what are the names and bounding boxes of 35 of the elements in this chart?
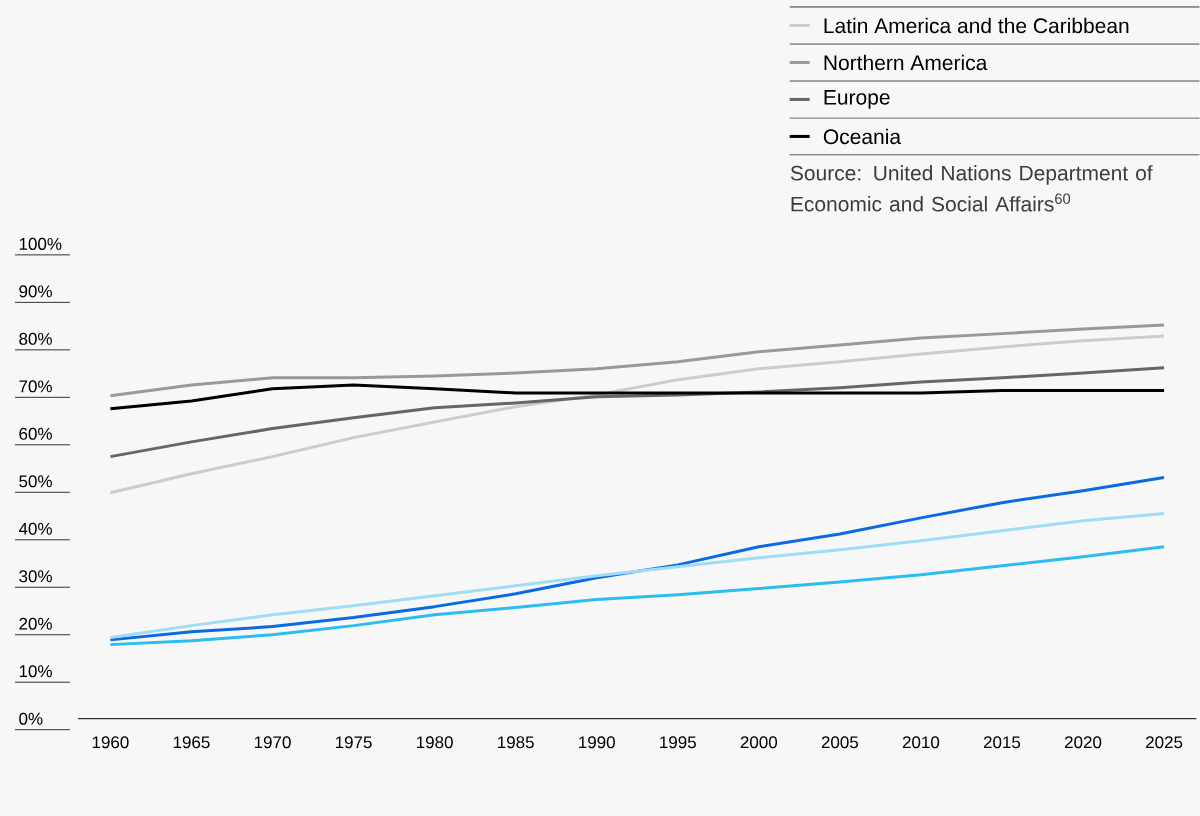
x-tick-label: 2020	[1064, 736, 1102, 749]
x-tick-label: 1995	[660, 736, 696, 749]
x-tick-label: 1960	[92, 736, 129, 749]
x-tick-label: 2010	[902, 736, 940, 749]
y-tick-label: 70%	[19, 380, 52, 393]
x-tick-label: 1980	[417, 736, 453, 749]
x-tick-label: 1975	[335, 736, 372, 749]
y-tick-label: 20%	[19, 617, 52, 630]
legend-label: Latin America and the Caribbean	[824, 17, 1129, 34]
line-series	[108, 476, 1166, 642]
line-series	[108, 323, 1166, 398]
line-series	[108, 545, 1166, 647]
y-tick-label: 0%	[19, 712, 43, 725]
y-tick-label: 40%	[18, 522, 52, 535]
y-tick-label: 60%	[19, 427, 52, 441]
x-tick-label: 2015	[983, 736, 1021, 749]
legend-label: Europe	[824, 90, 890, 110]
source-note: Source: United Nations Department of Economic and Social Affairs$^{60}$	[790, 165, 1153, 212]
x-tick-label: 2025	[1146, 736, 1183, 749]
y-tick-label: 80%	[19, 333, 52, 346]
y-tick-label: 30%	[19, 570, 52, 583]
legend-label: Northern America	[824, 54, 988, 71]
x-tick-label: 1985	[498, 736, 534, 749]
y-tick-label: 50%	[19, 475, 52, 488]
x-tick-label: 1990	[579, 736, 615, 749]
line-series	[108, 334, 1166, 495]
x-tick-label: 2000	[740, 736, 778, 749]
x-tick-label: 1970	[254, 736, 291, 749]
x-tick-label: 2005	[821, 736, 859, 749]
y-tick-label: 90%	[19, 285, 52, 298]
x-tick-label: 1965	[173, 736, 210, 749]
line-series	[108, 366, 1166, 459]
legend-label: Oceania	[823, 128, 902, 145]
y-tick-label: 100%	[19, 238, 62, 251]
y-tick-label: 10%	[19, 665, 52, 678]
